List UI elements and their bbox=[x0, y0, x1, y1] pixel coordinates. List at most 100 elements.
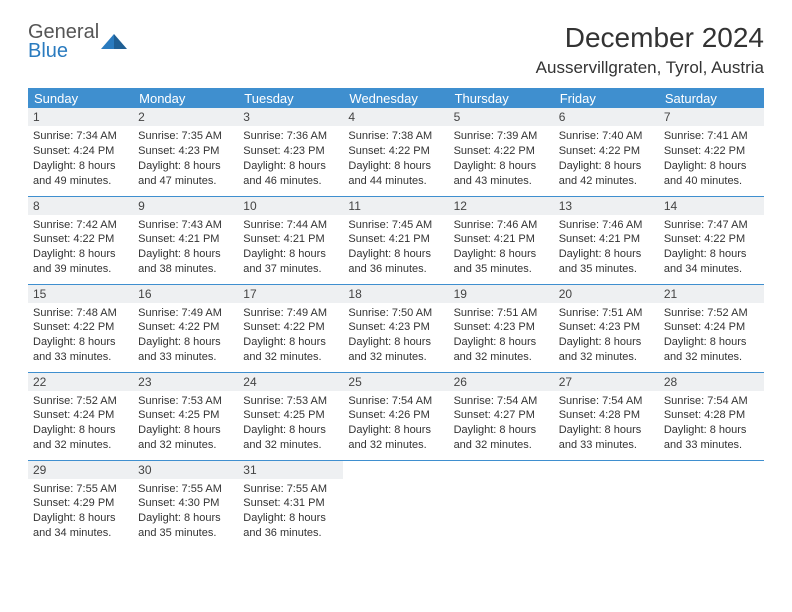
sunset-text: Sunset: 4:21 PM bbox=[138, 232, 233, 247]
day-details: Sunrise: 7:53 AMSunset: 4:25 PMDaylight:… bbox=[238, 391, 343, 458]
calendar-cell: 15Sunrise: 7:48 AMSunset: 4:22 PMDayligh… bbox=[28, 284, 133, 372]
day-number: 30 bbox=[133, 461, 238, 479]
day-number: 2 bbox=[133, 108, 238, 126]
calendar-cell: 30Sunrise: 7:55 AMSunset: 4:30 PMDayligh… bbox=[133, 460, 238, 548]
day-number: 14 bbox=[659, 197, 764, 215]
weekday-header: Wednesday bbox=[343, 88, 448, 108]
daylight1-text: Daylight: 8 hours bbox=[138, 423, 233, 438]
calendar-cell: 25Sunrise: 7:54 AMSunset: 4:26 PMDayligh… bbox=[343, 372, 448, 460]
daylight1-text: Daylight: 8 hours bbox=[243, 159, 338, 174]
calendar-cell: 22Sunrise: 7:52 AMSunset: 4:24 PMDayligh… bbox=[28, 372, 133, 460]
daylight2-text: and 32 minutes. bbox=[454, 438, 549, 453]
day-details: Sunrise: 7:47 AMSunset: 4:22 PMDaylight:… bbox=[659, 215, 764, 282]
day-number: 7 bbox=[659, 108, 764, 126]
day-number: 28 bbox=[659, 373, 764, 391]
sunset-text: Sunset: 4:28 PM bbox=[664, 408, 759, 423]
daylight2-text: and 37 minutes. bbox=[243, 262, 338, 277]
daylight1-text: Daylight: 8 hours bbox=[348, 423, 443, 438]
day-number: 18 bbox=[343, 285, 448, 303]
sunrise-text: Sunrise: 7:41 AM bbox=[664, 129, 759, 144]
sunrise-text: Sunrise: 7:46 AM bbox=[559, 218, 654, 233]
day-details: Sunrise: 7:35 AMSunset: 4:23 PMDaylight:… bbox=[133, 126, 238, 193]
weekday-header: Monday bbox=[133, 88, 238, 108]
daylight1-text: Daylight: 8 hours bbox=[454, 247, 549, 262]
sunset-text: Sunset: 4:23 PM bbox=[348, 320, 443, 335]
sunrise-text: Sunrise: 7:40 AM bbox=[559, 129, 654, 144]
sunrise-text: Sunrise: 7:51 AM bbox=[454, 306, 549, 321]
calendar-cell: 28Sunrise: 7:54 AMSunset: 4:28 PMDayligh… bbox=[659, 372, 764, 460]
calendar-cell: 4Sunrise: 7:38 AMSunset: 4:22 PMDaylight… bbox=[343, 108, 448, 196]
weekday-header: Tuesday bbox=[238, 88, 343, 108]
daylight1-text: Daylight: 8 hours bbox=[138, 247, 233, 262]
daylight2-text: and 32 minutes. bbox=[664, 350, 759, 365]
daylight2-text: and 33 minutes. bbox=[664, 438, 759, 453]
calendar-cell: 5Sunrise: 7:39 AMSunset: 4:22 PMDaylight… bbox=[449, 108, 554, 196]
daylight1-text: Daylight: 8 hours bbox=[559, 159, 654, 174]
day-details: Sunrise: 7:46 AMSunset: 4:21 PMDaylight:… bbox=[449, 215, 554, 282]
sunrise-text: Sunrise: 7:53 AM bbox=[138, 394, 233, 409]
sunset-text: Sunset: 4:26 PM bbox=[348, 408, 443, 423]
month-title: December 2024 bbox=[536, 22, 764, 54]
daylight2-text: and 33 minutes. bbox=[559, 438, 654, 453]
day-number: 21 bbox=[659, 285, 764, 303]
sunrise-text: Sunrise: 7:49 AM bbox=[243, 306, 338, 321]
daylight1-text: Daylight: 8 hours bbox=[664, 247, 759, 262]
sunset-text: Sunset: 4:22 PM bbox=[348, 144, 443, 159]
day-number: 22 bbox=[28, 373, 133, 391]
daylight2-text: and 32 minutes. bbox=[559, 350, 654, 365]
sunrise-text: Sunrise: 7:44 AM bbox=[243, 218, 338, 233]
calendar-cell: 18 Sunrise: 7:50 AMSunset: 4:23 PMDayligh… bbox=[343, 284, 448, 372]
sunrise-text: Sunrise: 7:42 AM bbox=[33, 218, 128, 233]
calendar-cell bbox=[343, 460, 448, 548]
calendar-cell: 24Sunrise: 7:53 AMSunset: 4:25 PMDayligh… bbox=[238, 372, 343, 460]
daylight1-text: Daylight: 8 hours bbox=[138, 159, 233, 174]
daylight1-text: Daylight: 8 hours bbox=[559, 247, 654, 262]
day-details: Sunrise: 7:51 AMSunset: 4:23 PMDaylight:… bbox=[554, 303, 659, 370]
calendar-table: Sunday Monday Tuesday Wednesday Thursday… bbox=[28, 88, 764, 548]
sunset-text: Sunset: 4:23 PM bbox=[559, 320, 654, 335]
calendar-cell: 31Sunrise: 7:55 AMSunset: 4:31 PMDayligh… bbox=[238, 460, 343, 548]
sunset-text: Sunset: 4:22 PM bbox=[664, 232, 759, 247]
calendar-cell: 12Sunrise: 7:46 AMSunset: 4:21 PMDayligh… bbox=[449, 196, 554, 284]
daylight2-text: and 49 minutes. bbox=[33, 174, 128, 189]
daylight1-text: Daylight: 8 hours bbox=[348, 335, 443, 350]
sunset-text: Sunset: 4:25 PM bbox=[243, 408, 338, 423]
day-number: 9 bbox=[133, 197, 238, 215]
sunset-text: Sunset: 4:22 PM bbox=[454, 144, 549, 159]
day-details: Sunrise: 7:46 AMSunset: 4:21 PMDaylight:… bbox=[554, 215, 659, 282]
day-details: Sunrise: 7:54 AMSunset: 4:26 PMDaylight:… bbox=[343, 391, 448, 458]
sunrise-text: Sunrise: 7:50 AM bbox=[348, 306, 443, 321]
day-number: 13 bbox=[554, 197, 659, 215]
daylight2-text: and 32 minutes. bbox=[33, 438, 128, 453]
calendar-cell: 11Sunrise: 7:45 AMSunset: 4:21 PMDayligh… bbox=[343, 196, 448, 284]
calendar-cell: 20Sunrise: 7:51 AMSunset: 4:23 PMDayligh… bbox=[554, 284, 659, 372]
sunrise-text: Sunrise: 7:34 AM bbox=[33, 129, 128, 144]
day-details: Sunrise: 7:39 AMSunset: 4:22 PMDaylight:… bbox=[449, 126, 554, 193]
daylight2-text: and 33 minutes. bbox=[138, 350, 233, 365]
day-details: Sunrise: 7:54 AMSunset: 4:27 PMDaylight:… bbox=[449, 391, 554, 458]
calendar-cell: 21Sunrise: 7:52 AMSunset: 4:24 PMDayligh… bbox=[659, 284, 764, 372]
daylight2-text: and 32 minutes. bbox=[348, 350, 443, 365]
daylight1-text: Daylight: 8 hours bbox=[454, 335, 549, 350]
daylight1-text: Daylight: 8 hours bbox=[33, 159, 128, 174]
day-details: Sunrise: 7:55 AMSunset: 4:31 PMDaylight:… bbox=[238, 479, 343, 546]
daylight1-text: Daylight: 8 hours bbox=[559, 335, 654, 350]
day-details: Sunrise: 7:51 AMSunset: 4:23 PMDaylight:… bbox=[449, 303, 554, 370]
day-details: Sunrise: 7:43 AMSunset: 4:21 PMDaylight:… bbox=[133, 215, 238, 282]
sunrise-text: Sunrise: 7:38 AM bbox=[348, 129, 443, 144]
sunset-text: Sunset: 4:22 PM bbox=[243, 320, 338, 335]
day-number: 11 bbox=[343, 197, 448, 215]
daylight1-text: Daylight: 8 hours bbox=[243, 423, 338, 438]
sunset-text: Sunset: 4:22 PM bbox=[33, 320, 128, 335]
day-details: Sunrise: 7:34 AMSunset: 4:24 PMDaylight:… bbox=[28, 126, 133, 193]
day-details: Sunrise: 7:36 AMSunset: 4:23 PMDaylight:… bbox=[238, 126, 343, 193]
day-number: 1 bbox=[28, 108, 133, 126]
day-details: Sunrise: 7:44 AMSunset: 4:21 PMDaylight:… bbox=[238, 215, 343, 282]
daylight1-text: Daylight: 8 hours bbox=[348, 159, 443, 174]
sunset-text: Sunset: 4:21 PM bbox=[243, 232, 338, 247]
calendar-cell bbox=[554, 460, 659, 548]
day-number: 6 bbox=[554, 108, 659, 126]
daylight2-text: and 35 minutes. bbox=[559, 262, 654, 277]
daylight1-text: Daylight: 8 hours bbox=[33, 511, 128, 526]
daylight2-text: and 34 minutes. bbox=[33, 526, 128, 541]
